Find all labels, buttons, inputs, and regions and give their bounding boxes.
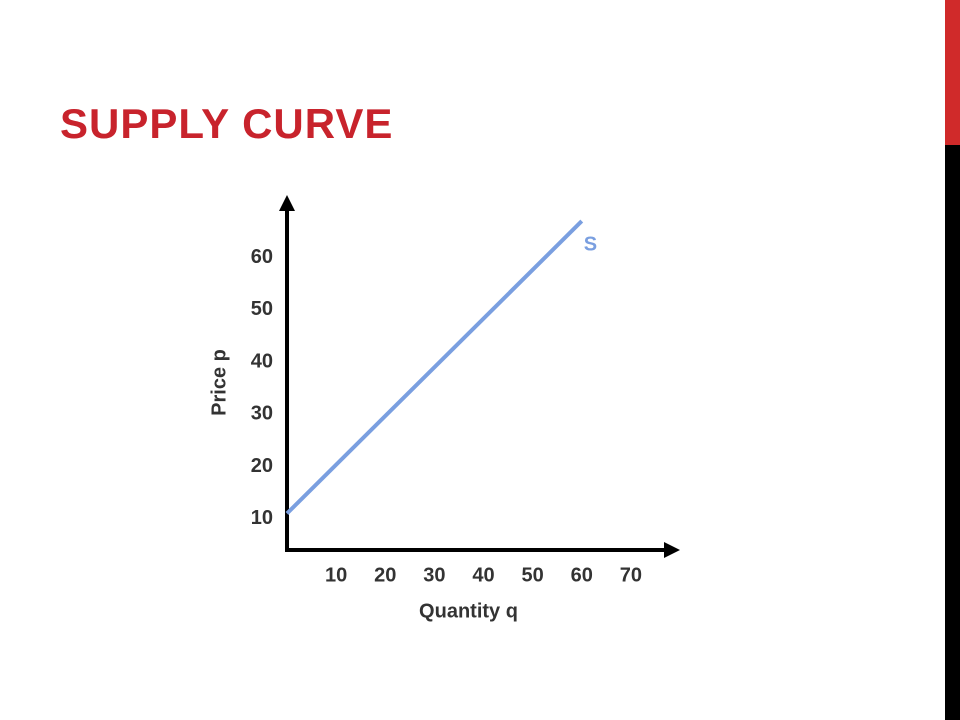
x-tick-label: 10 bbox=[325, 564, 347, 586]
x-tick-label: 70 bbox=[620, 564, 642, 586]
y-tick-label: 50 bbox=[251, 298, 273, 320]
supply-line bbox=[285, 219, 584, 515]
y-tick-label: 60 bbox=[251, 246, 273, 268]
x-tick-label: 20 bbox=[374, 564, 396, 586]
y-tick-label: 40 bbox=[251, 350, 273, 372]
series-label: S bbox=[584, 233, 597, 255]
side-bar bbox=[945, 145, 960, 720]
chart: 10 20 30 40 50 60 70 10 20 30 40 50 60 Quantity q Pric… bbox=[208, 195, 680, 622]
x-tick-label: 50 bbox=[522, 564, 544, 586]
y-tick-label: 30 bbox=[251, 403, 273, 425]
x-tick-label: 40 bbox=[472, 564, 494, 586]
y-tick-label: 20 bbox=[251, 455, 273, 477]
accent-bar bbox=[945, 0, 960, 145]
x-tick-label: 30 bbox=[423, 564, 445, 586]
x-tick-label: 60 bbox=[571, 564, 593, 586]
slide-title: SUPPLY CURVE bbox=[60, 100, 394, 147]
y-axis-label: Price p bbox=[208, 349, 230, 416]
x-axis-label: Quantity q bbox=[419, 600, 518, 622]
y-tick-label: 10 bbox=[251, 507, 273, 529]
